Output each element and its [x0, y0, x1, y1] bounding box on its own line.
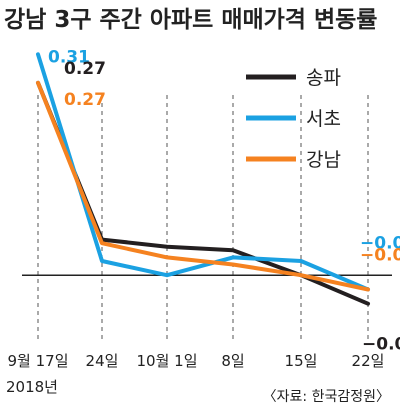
- series-line-서초: [36, 52, 370, 292]
- data-labels: 0.310.270.27−0.02−0.02−0.04: [48, 47, 400, 354]
- x-axis-tick-labels: 9월 17일 24일 10월 1일 8일 15일 22일: [8, 352, 385, 370]
- data-label-서초-5: −0.02: [360, 233, 400, 253]
- legend-label-송파: 송파: [306, 67, 341, 89]
- guide-lines: [37, 95, 369, 340]
- data-label-강남-0: 0.27: [64, 90, 106, 110]
- chart-title: 강남 3구 주간 아파트 매매가격 변동률: [4, 7, 377, 33]
- x-tick-label-5: 15일: [285, 352, 318, 370]
- year-label: 2018년: [6, 378, 58, 396]
- data-label-강남-5: −0.02: [360, 245, 400, 265]
- data-label-서초-0: 0.31: [48, 47, 90, 67]
- series-line-강남: [36, 80, 370, 292]
- series-lines: [36, 52, 370, 306]
- data-label-송파-0: 0.27: [64, 59, 106, 79]
- data-label-송파-5: −0.04: [362, 335, 400, 355]
- legend-label-서초: 서초: [306, 108, 341, 130]
- source-label: 〈자료: 한국감정원〉: [263, 389, 390, 405]
- x-tick-label-4: 8일: [221, 352, 244, 370]
- x-tick-label-2: 24일: [86, 352, 119, 370]
- x-tick-label-3: 10월 1일: [137, 352, 198, 370]
- x-tick-label-1: 9월 17일: [8, 352, 69, 370]
- x-tick-label-6: 22일: [352, 352, 385, 370]
- legend-label-강남: 강남: [306, 149, 341, 171]
